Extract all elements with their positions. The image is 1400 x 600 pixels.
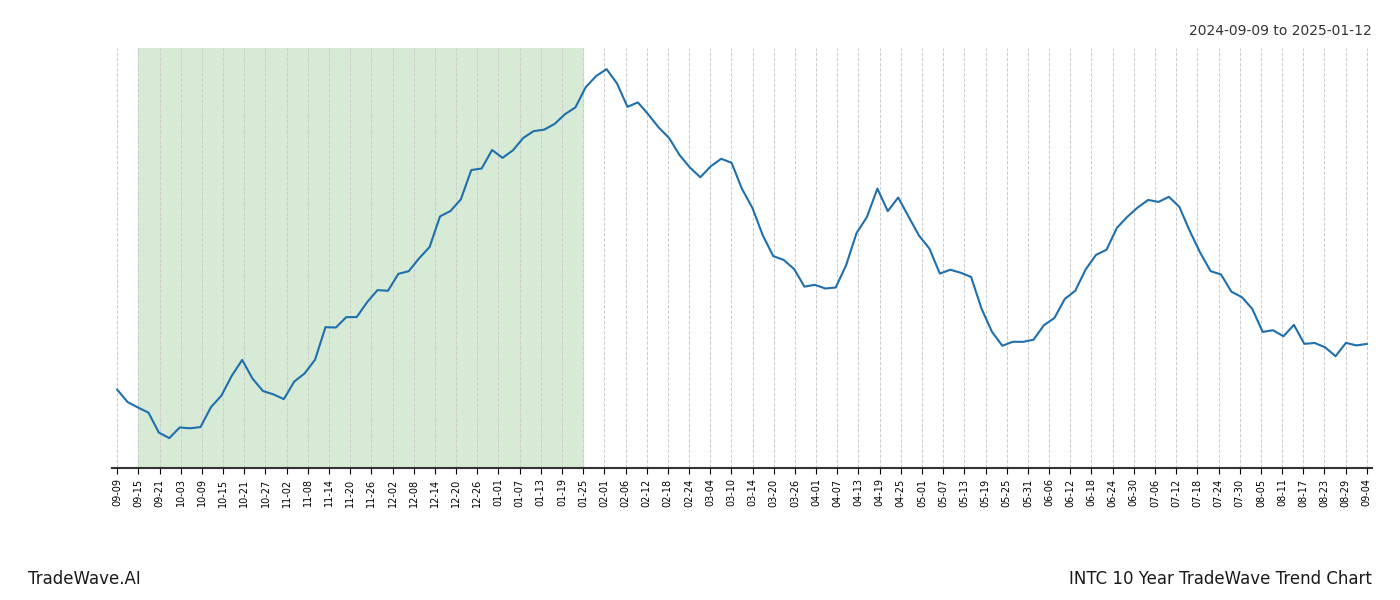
Text: INTC 10 Year TradeWave Trend Chart: INTC 10 Year TradeWave Trend Chart [1070, 570, 1372, 588]
Text: 2024-09-09 to 2025-01-12: 2024-09-09 to 2025-01-12 [1189, 24, 1372, 38]
Text: TradeWave.AI: TradeWave.AI [28, 570, 141, 588]
Bar [139, 48, 584, 468]
